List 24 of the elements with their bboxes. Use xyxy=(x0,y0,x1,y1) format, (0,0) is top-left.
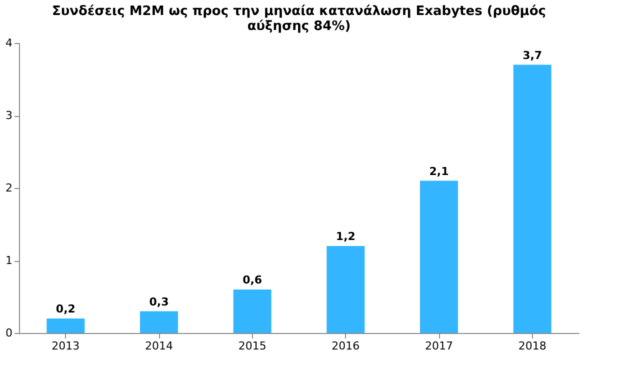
x-tick-label: 2013 xyxy=(52,340,80,352)
data-label: 1,2 xyxy=(336,230,356,243)
y-tick-label: 1 xyxy=(6,254,12,267)
bar xyxy=(46,318,85,333)
x-tick-label: 2015 xyxy=(238,340,266,352)
chart-title: Συνδέσεις M2M ως προς την μηναία κατανάλωση Exabytes (ρυθμός αύξησης 84%) xyxy=(52,4,546,34)
data-label: 0,3 xyxy=(149,295,169,308)
x-tick-label: 2014 xyxy=(145,340,173,352)
y-tick-label: 3 xyxy=(6,109,12,122)
bar xyxy=(513,64,552,333)
y-tick-label: 2 xyxy=(6,182,12,194)
bar xyxy=(140,311,178,333)
bar xyxy=(326,246,365,333)
data-label: 2,1 xyxy=(429,164,449,178)
bar xyxy=(420,180,458,333)
x-tick-label: 2018 xyxy=(518,340,546,352)
y-tick-label: 0 xyxy=(6,326,12,340)
x-tick-label: 2016 xyxy=(332,340,360,352)
y-tick-label: 4 xyxy=(6,36,12,50)
x-tick-label: 2017 xyxy=(425,340,453,352)
data-label: 0,2 xyxy=(56,302,76,316)
data-label: 3,7 xyxy=(522,48,542,62)
bar xyxy=(233,290,272,333)
data-label: 0,6 xyxy=(242,274,262,286)
